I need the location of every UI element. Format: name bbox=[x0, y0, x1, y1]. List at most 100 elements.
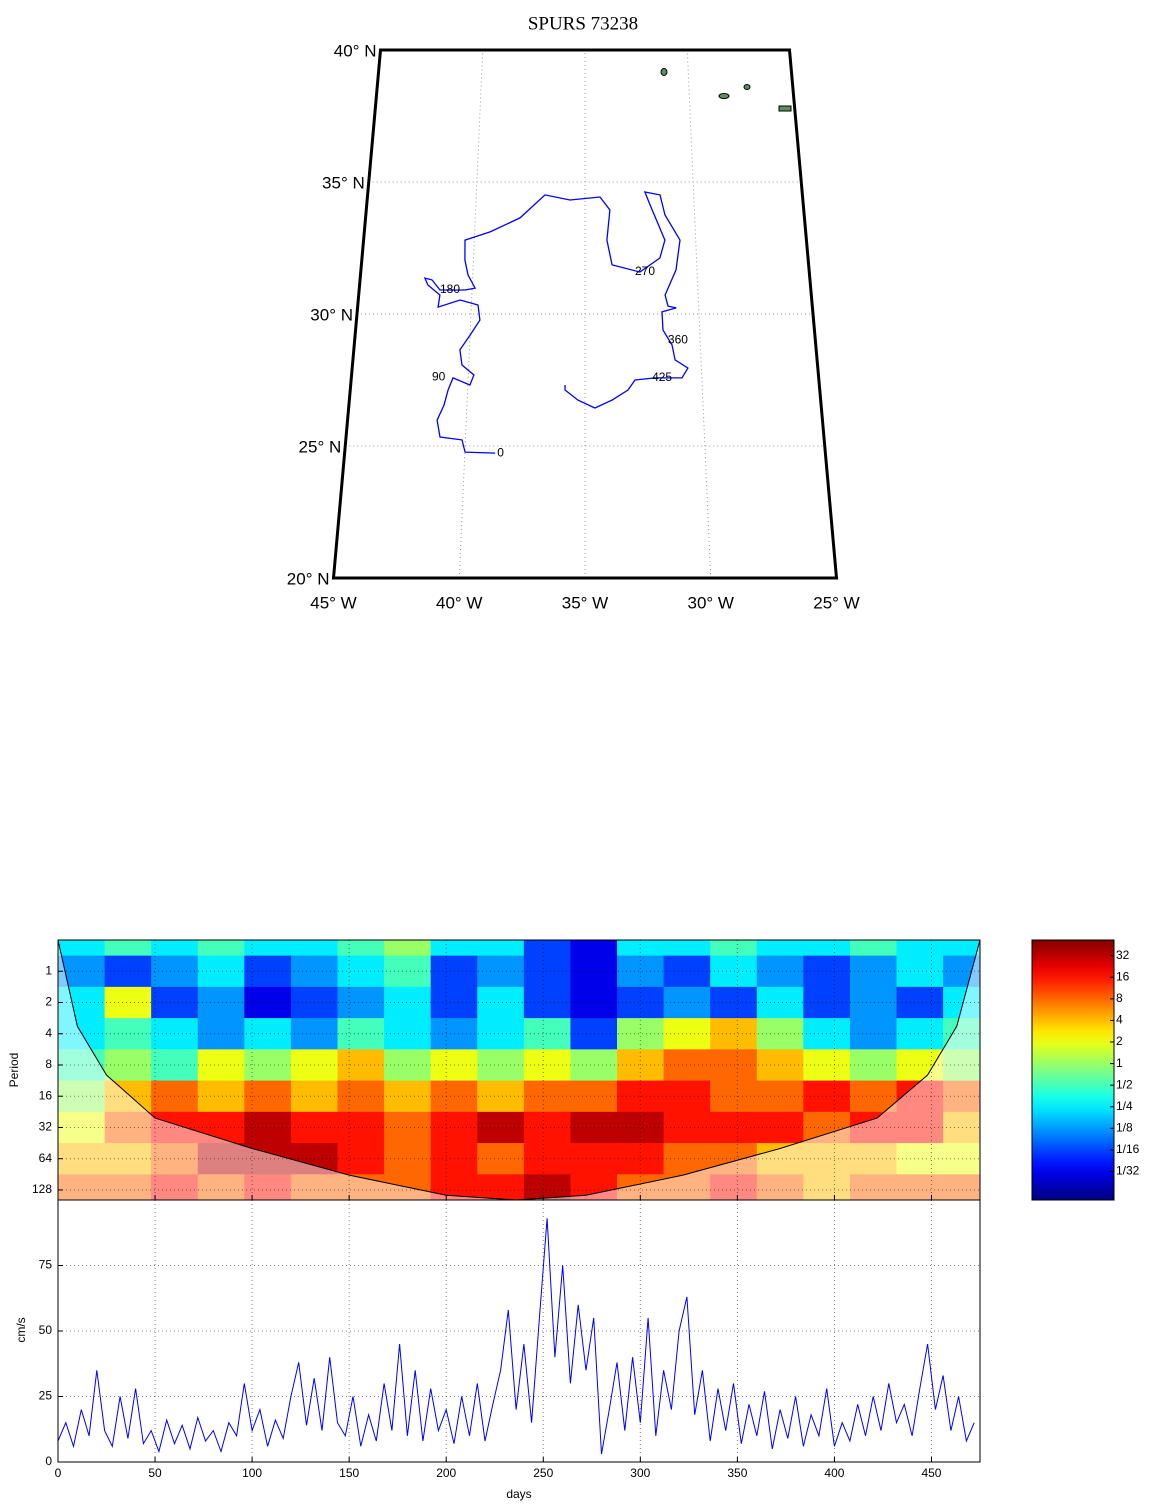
day-label: 0 bbox=[497, 445, 504, 459]
heat-cell bbox=[523, 955, 571, 988]
heat-cell bbox=[151, 940, 199, 957]
heat-cell bbox=[197, 1080, 245, 1113]
grid-line bbox=[686, 49, 712, 579]
heat-cell bbox=[337, 1049, 385, 1082]
heat-cell bbox=[617, 1111, 665, 1144]
grid-line bbox=[458, 49, 484, 579]
heat-cell bbox=[756, 1080, 804, 1113]
x-tick-label: 40° W bbox=[436, 593, 482, 612]
island bbox=[743, 84, 751, 90]
heat-cell bbox=[756, 940, 804, 957]
heat-cell bbox=[290, 940, 339, 957]
heat-cell bbox=[384, 955, 432, 988]
heat-cell bbox=[617, 1018, 665, 1050]
colorbar-label: 1/32 bbox=[1116, 1164, 1140, 1178]
x-tick-label: 200 bbox=[436, 1466, 456, 1480]
y-tick-label: 8 bbox=[45, 1057, 52, 1071]
x-tick-label: 45° W bbox=[310, 593, 356, 612]
heat-cell bbox=[197, 955, 245, 988]
heat-cell bbox=[849, 955, 898, 988]
heat-cell bbox=[523, 1111, 571, 1144]
heat-cell bbox=[384, 1143, 432, 1175]
heat-cell bbox=[384, 986, 432, 1019]
y-tick-label: 30° N bbox=[310, 305, 353, 324]
heat-cell bbox=[943, 940, 980, 957]
heat-cell bbox=[337, 1111, 385, 1144]
heat-cell bbox=[477, 1018, 525, 1050]
heat-cell bbox=[849, 1018, 898, 1050]
heat-cell bbox=[756, 1018, 804, 1050]
heat-cell bbox=[197, 940, 245, 957]
x-tick-label: 25° W bbox=[813, 593, 859, 612]
heat-cell bbox=[896, 955, 944, 988]
heat-cell bbox=[104, 986, 152, 1019]
heat-cell bbox=[337, 1018, 385, 1050]
heat-cell bbox=[896, 1018, 944, 1050]
heat-cell bbox=[104, 955, 152, 988]
heat-cell bbox=[337, 1143, 385, 1175]
y-tick-label: 40° N bbox=[334, 41, 377, 60]
x-tick-label: 150 bbox=[339, 1466, 359, 1480]
heat-cell bbox=[849, 1049, 898, 1082]
colorbar-label: 1 bbox=[1116, 1056, 1123, 1070]
y-tick-label: 20° N bbox=[287, 569, 330, 588]
y-axis-label: Period bbox=[7, 1053, 21, 1088]
island bbox=[660, 68, 668, 76]
y-tick-label: 0 bbox=[45, 1454, 52, 1468]
speed-line bbox=[57, 1218, 975, 1455]
y-tick-label: 64 bbox=[39, 1151, 53, 1165]
drifter-track bbox=[423, 191, 689, 454]
heat-cell bbox=[523, 1018, 571, 1050]
y-tick-label: 16 bbox=[39, 1088, 53, 1102]
heatmap bbox=[58, 940, 980, 1200]
heat-cell bbox=[617, 1143, 665, 1175]
heat-cell bbox=[477, 940, 525, 957]
heat-cell bbox=[197, 986, 245, 1019]
y-tick-label: 2 bbox=[45, 995, 52, 1009]
heat-cell bbox=[896, 986, 944, 1019]
day-label: 270 bbox=[635, 264, 655, 278]
y-axis-label: cm/s bbox=[14, 1317, 28, 1342]
colorbar-label: 1/4 bbox=[1116, 1099, 1133, 1113]
x-tick-label: 250 bbox=[533, 1466, 553, 1480]
heat-cell bbox=[197, 1049, 245, 1082]
heat-cell bbox=[710, 940, 758, 957]
heat-cell bbox=[244, 1111, 292, 1144]
heat-cell bbox=[477, 1080, 525, 1113]
heat-cell bbox=[570, 940, 618, 957]
colorbar bbox=[1031, 939, 1115, 1201]
y-tick-label: 75 bbox=[39, 1258, 53, 1272]
heat-cell bbox=[663, 940, 711, 957]
colorbar-label: 1/8 bbox=[1116, 1120, 1133, 1134]
heat-cell bbox=[104, 1049, 152, 1082]
heat-cell bbox=[244, 955, 292, 988]
heat-cell bbox=[849, 986, 898, 1019]
heat-cell bbox=[244, 986, 292, 1019]
heat-cell bbox=[337, 955, 385, 988]
heat-cell bbox=[244, 1080, 292, 1113]
heat-cell bbox=[849, 1080, 898, 1113]
colorbar-label: 16 bbox=[1116, 969, 1130, 983]
x-tick-label: 50 bbox=[148, 1466, 162, 1480]
map-frame bbox=[331, 48, 839, 580]
heat-cell bbox=[244, 1049, 292, 1082]
y-tick-label: 25 bbox=[39, 1389, 53, 1403]
heat-cell bbox=[756, 955, 804, 988]
islands bbox=[660, 68, 792, 112]
x-tick-label: 100 bbox=[242, 1466, 262, 1480]
heat-cell bbox=[384, 940, 432, 957]
heat-cell bbox=[477, 1111, 525, 1144]
heat-cell bbox=[803, 940, 851, 957]
heat-cell bbox=[384, 1111, 432, 1144]
x-tick-label: 300 bbox=[630, 1466, 650, 1480]
colorbar-label: 2 bbox=[1116, 1034, 1123, 1048]
heat-cell bbox=[523, 1143, 571, 1175]
heat-cell bbox=[523, 1080, 571, 1113]
heat-cell bbox=[197, 1018, 245, 1050]
heat-cell bbox=[756, 1111, 804, 1144]
heat-cell bbox=[384, 1049, 432, 1082]
heat-cell bbox=[104, 1018, 152, 1050]
heat-cell bbox=[523, 1174, 571, 1200]
